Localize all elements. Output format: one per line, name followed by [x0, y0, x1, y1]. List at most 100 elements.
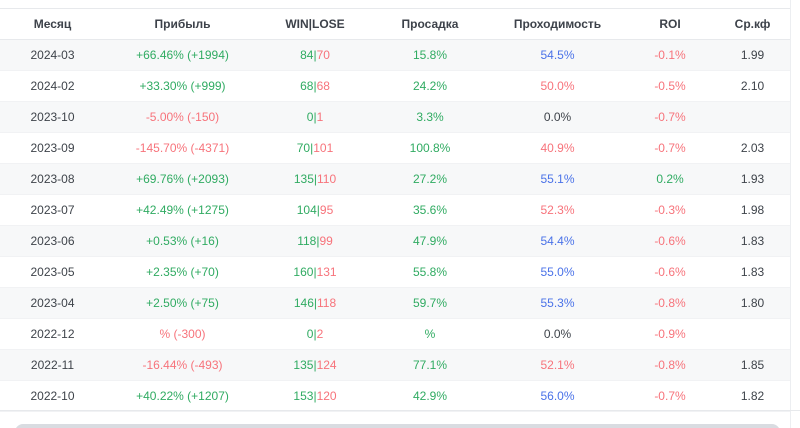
table-row: 2023-08 +69.76% (+2093) 135|110 27.2% 55… [0, 163, 790, 195]
passrate-cell: 52.1% [490, 349, 625, 381]
win-value: 104 [296, 203, 317, 217]
column-header-roi: ROI [625, 8, 715, 40]
table-row: 2023-09 -145.70% (-4371) 70|101 100.8% 4… [0, 132, 790, 164]
win-value: 146 [293, 296, 314, 310]
lose-value: 2 [316, 327, 324, 341]
avg-kf-cell: 2.03 [715, 132, 790, 164]
lose-value: 101 [313, 141, 334, 155]
passrate-cell: 52.3% [490, 194, 625, 226]
avg-kf-cell: 1.80 [715, 287, 790, 319]
roi-cell: -0.9% [625, 318, 715, 350]
drawdown-cell: 35.6% [370, 194, 490, 226]
win-value: 68 [300, 79, 314, 93]
profit-cell: +2.50% (+75) [105, 287, 260, 319]
profit-cell: +0.53% (+16) [105, 225, 260, 257]
pipe-separator: | [313, 327, 317, 341]
month-cell: 2023-09 [0, 132, 105, 164]
column-header-passrate: Проходимость [490, 8, 625, 40]
pipe-separator: | [313, 265, 317, 279]
table-row: 2022-11 -16.44% (-493) 135|124 77.1% 52.… [0, 349, 790, 381]
win-value: 118 [297, 234, 317, 248]
roi-cell: -0.3% [625, 194, 715, 226]
drawdown-cell: % [370, 318, 490, 350]
passrate-cell: 55.1% [490, 163, 625, 195]
table-row: 2023-07 +42.49% (+1275) 104|95 35.6% 52.… [0, 194, 790, 226]
pipe-separator: | [316, 203, 320, 217]
avg-kf-cell: 1.93 [715, 163, 790, 195]
table-row: 2023-04 +2.50% (+75) 146|118 59.7% 55.3%… [0, 287, 790, 319]
pipe-separator: | [310, 141, 314, 155]
profit-cell: -16.44% (-493) [105, 349, 260, 381]
month-cell: 2023-04 [0, 287, 105, 319]
profit-cell: +2.35% (+70) [105, 256, 260, 288]
avg-kf-cell: 1.82 [715, 380, 790, 412]
lose-value: 95 [319, 203, 334, 217]
pipe-separator: | [313, 172, 317, 186]
lose-value: 110 [317, 172, 337, 186]
month-cell: 2022-11 [0, 349, 105, 381]
column-header-drawdown: Просадка [370, 8, 490, 40]
win-value: 0 [306, 110, 314, 124]
drawdown-cell: 15.8% [370, 39, 490, 71]
win-value: 84 [300, 48, 314, 62]
drawdown-cell: 24.2% [370, 70, 490, 102]
avg-kf-cell [715, 318, 790, 350]
winlose-cell: 0|2 [260, 318, 370, 350]
lose-value: 1 [316, 110, 324, 124]
month-cell: 2022-10 [0, 380, 105, 412]
profit-cell: -5.00% (-150) [105, 101, 260, 133]
win-value: 160 [293, 265, 314, 279]
winlose-cell: 0|1 [260, 101, 370, 133]
pipe-separator: | [313, 110, 317, 124]
pipe-separator: | [313, 389, 317, 403]
monthly-stats-table: Месяц Прибыль WIN|LOSE Просадка Проходим… [0, 8, 790, 412]
winlose-cell: 84|70 [260, 39, 370, 71]
column-header-avg-kf: Ср.кф [715, 8, 790, 40]
winlose-cell: 104|95 [260, 194, 370, 226]
passrate-cell: 40.9% [490, 132, 625, 164]
avg-kf-cell: 1.83 [715, 225, 790, 257]
win-value: 70 [296, 141, 311, 155]
month-cell: 2022-12 [0, 318, 105, 350]
lose-value: 118 [317, 296, 337, 310]
profit-cell: +69.76% (+2093) [105, 163, 260, 195]
pipe-separator: | [313, 48, 317, 62]
winlose-cell: 135|124 [260, 349, 370, 381]
pipe-separator: | [313, 79, 317, 93]
winlose-cell: 160|131 [260, 256, 370, 288]
profit-cell: +40.22% (+1207) [105, 380, 260, 412]
month-cell: 2023-07 [0, 194, 105, 226]
winlose-cell: 70|101 [260, 132, 370, 164]
drawdown-cell: 59.7% [370, 287, 490, 319]
month-cell: 2023-05 [0, 256, 105, 288]
pipe-separator: | [313, 358, 317, 372]
drawdown-cell: 55.8% [370, 256, 490, 288]
table-row: 2023-05 +2.35% (+70) 160|131 55.8% 55.0%… [0, 256, 790, 288]
passrate-cell: 0.0% [490, 318, 625, 350]
drawdown-cell: 100.8% [370, 132, 490, 164]
horizontal-scrollbar-thumb[interactable] [15, 424, 780, 428]
winlose-cell: 118|99 [260, 225, 370, 257]
avg-kf-cell: 2.10 [715, 70, 790, 102]
passrate-cell: 55.0% [490, 256, 625, 288]
month-cell: 2023-06 [0, 225, 105, 257]
month-cell: 2023-08 [0, 163, 105, 195]
winlose-cell: 135|110 [260, 163, 370, 195]
pipe-separator: | [316, 234, 320, 248]
month-cell: 2024-03 [0, 39, 105, 71]
column-header-winlose: WIN|LOSE [260, 8, 370, 40]
roi-cell: -0.1% [625, 39, 715, 71]
profit-cell: +33.30% (+999) [105, 70, 260, 102]
avg-kf-cell: 1.83 [715, 256, 790, 288]
header-row: Месяц Прибыль WIN|LOSE Просадка Проходим… [0, 8, 790, 40]
passrate-cell: 55.3% [490, 287, 625, 319]
profit-cell: +66.46% (+1994) [105, 39, 260, 71]
roi-cell: -0.6% [625, 225, 715, 257]
table-row: 2024-02 +33.30% (+999) 68|68 24.2% 50.0%… [0, 70, 790, 102]
drawdown-cell: 27.2% [370, 163, 490, 195]
column-header-month: Месяц [0, 8, 105, 40]
pipe-separator: | [313, 296, 317, 310]
winlose-cell: 68|68 [260, 70, 370, 102]
column-header-profit: Прибыль [105, 8, 260, 40]
